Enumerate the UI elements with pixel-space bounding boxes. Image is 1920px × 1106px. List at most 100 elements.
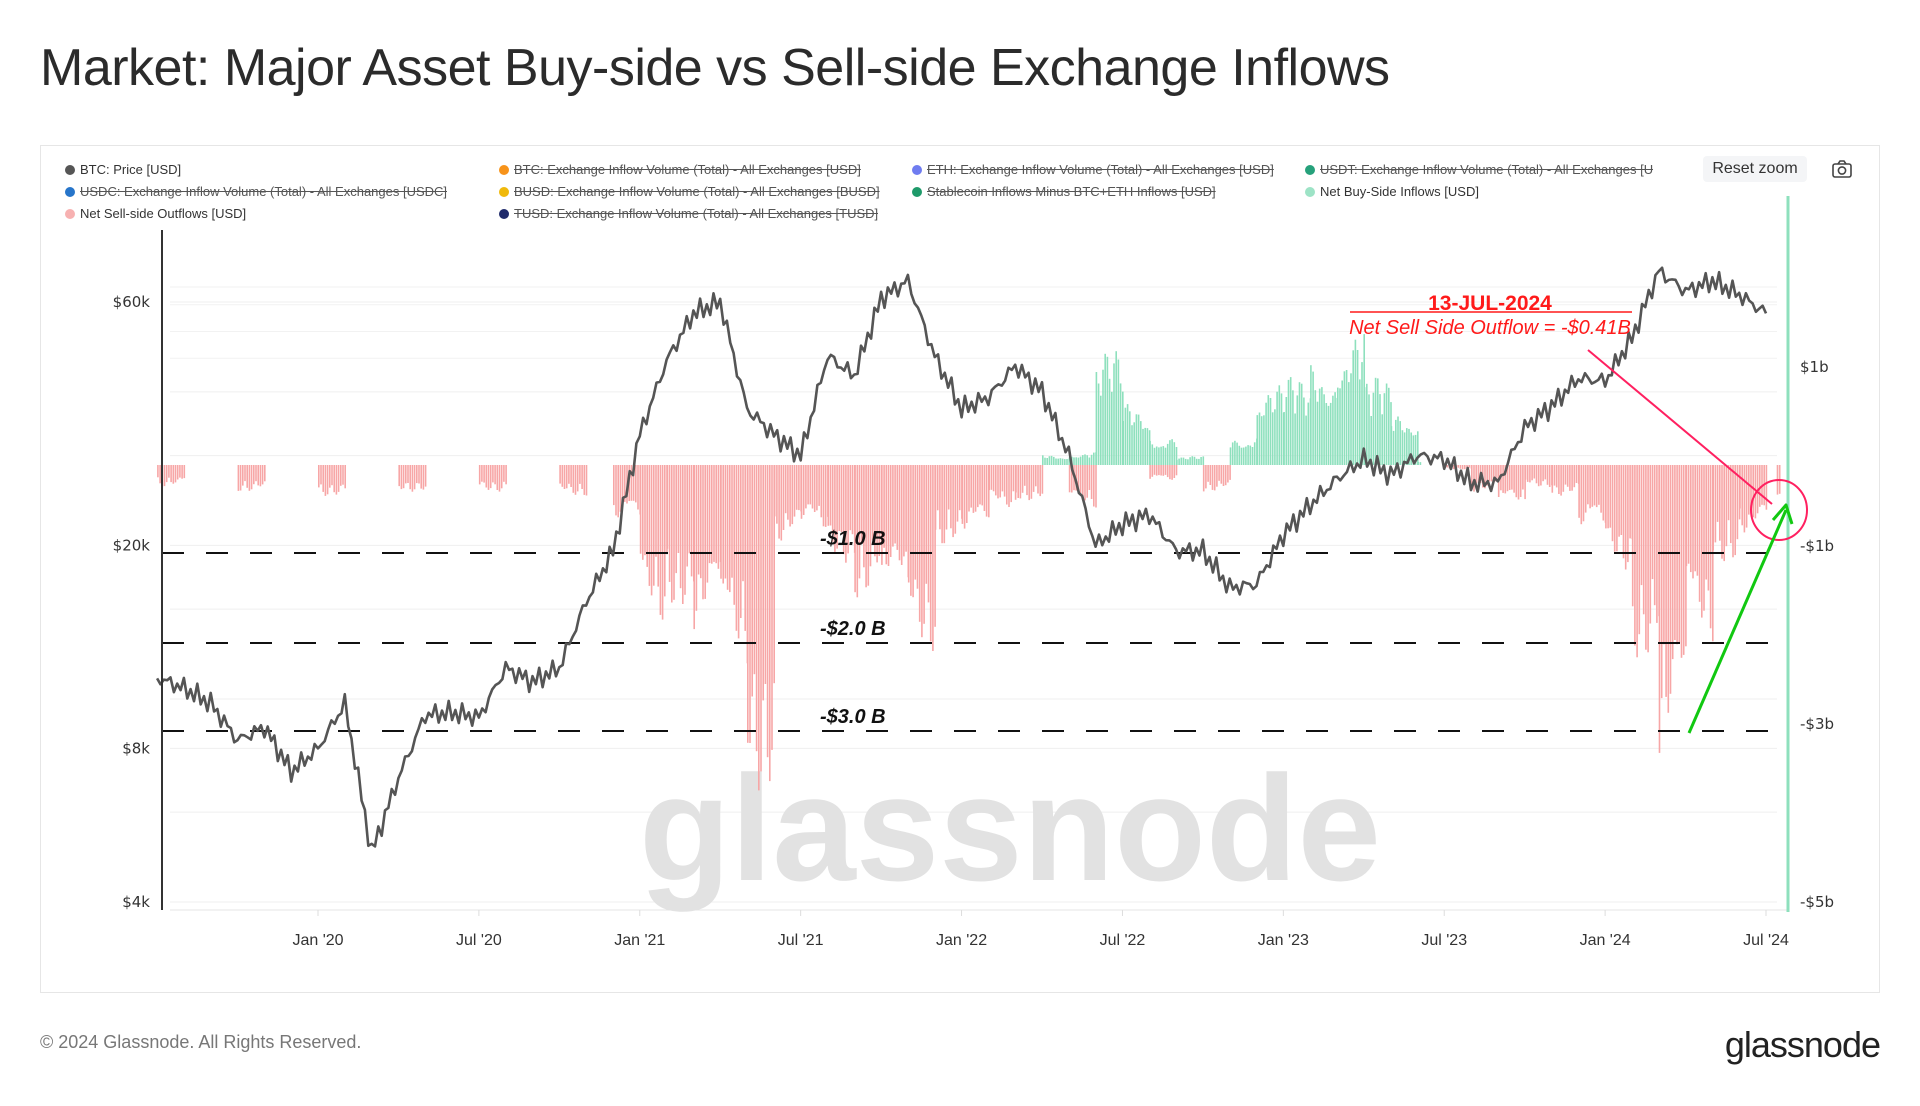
sell-outflow-bar: [1692, 465, 1694, 579]
buy-inflow-bar: [1160, 446, 1162, 465]
sell-outflow-bar: [1484, 465, 1486, 489]
legend-dot-icon: [65, 165, 75, 175]
sell-outflow-bar: [742, 465, 744, 582]
sell-outflow-bar: [398, 465, 400, 487]
sell-outflow-bar: [1010, 465, 1012, 503]
sell-outflow-bar: [700, 465, 702, 579]
reference-line-label: -$2.0 B: [820, 618, 886, 640]
sell-outflow-bar: [889, 465, 892, 557]
sell-outflow-bar: [653, 465, 655, 586]
sell-outflow-bar: [753, 465, 756, 675]
sell-outflow-bar: [1564, 465, 1567, 485]
sell-outflow-bar: [1017, 465, 1019, 498]
buy-inflow-bar: [1042, 455, 1044, 465]
copyright-text: © 2024 Glassnode. All Rights Reserved.: [40, 1032, 362, 1052]
sell-outflow-bar: [726, 465, 729, 590]
sell-outflow-bar: [1676, 465, 1678, 645]
green-arrow-shaft: [1687, 509, 1788, 734]
sell-outflow-bar: [1515, 465, 1518, 498]
legend-item[interactable]: TUSD: Exchange Inflow Volume (Total) - A…: [499, 206, 878, 222]
sell-outflow-bar: [1680, 465, 1683, 658]
sell-outflow-bar: [561, 465, 564, 487]
buy-inflow-bar: [1093, 452, 1095, 465]
sell-outflow-bar: [322, 465, 324, 492]
buy-inflow-bar: [1229, 447, 1232, 465]
buy-inflow-bar: [1180, 457, 1183, 465]
sell-outflow-bar: [503, 465, 505, 482]
sell-outflow-bar: [1171, 465, 1173, 480]
sell-outflow-bar: [1712, 465, 1714, 551]
sell-outflow-bar: [1707, 465, 1710, 591]
sell-outflow-bar: [800, 465, 803, 519]
sell-outflow-bar: [1202, 465, 1205, 492]
sell-outflow-bar: [250, 465, 253, 490]
sell-outflow-bar: [1716, 465, 1719, 522]
buy-inflow-bar: [1061, 458, 1064, 465]
legend-item[interactable]: Net Buy-Side Inflows [USD]: [1305, 184, 1479, 200]
legend-item[interactable]: USDC: Exchange Inflow Volume (Total) - A…: [65, 184, 447, 200]
buy-inflow-bar: [1249, 445, 1252, 465]
sell-outflow-bar: [1566, 465, 1569, 487]
sell-outflow-bar: [885, 465, 888, 565]
sell-outflow-bar: [1153, 465, 1156, 475]
legend-label: BTC: Exchange Inflow Volume (Total) - Al…: [514, 162, 861, 177]
sell-outflow-bar: [331, 465, 333, 486]
sell-outflow-bar: [822, 465, 825, 527]
legend-item[interactable]: BTC: Price [USD]: [65, 162, 181, 178]
sell-outflow-bar: [1166, 465, 1169, 478]
sell-outflow-bar: [762, 465, 764, 701]
sell-outflow-bar: [1642, 465, 1645, 615]
sell-outflow-bar: [1705, 465, 1707, 580]
sell-outflow-bar: [900, 465, 903, 565]
buy-inflow-bar: [1238, 445, 1241, 465]
buy-inflow-bar: [1140, 421, 1142, 465]
sell-outflow-bar: [740, 465, 742, 618]
legend-item[interactable]: BTC: Exchange Inflow Volume (Total) - Al…: [499, 162, 861, 178]
legend-item[interactable]: ETH: Exchange Inflow Volume (Total) - Al…: [912, 162, 1274, 178]
buy-inflow-bar: [1408, 428, 1410, 465]
sell-outflow-bar: [179, 465, 181, 478]
sell-outflow-bar: [342, 465, 344, 485]
chart-plot[interactable]: glassnode -$1.0 B -$2.0 B -$3.0 B $4k $8k $20k…: [0, 0, 1920, 1000]
buy-inflow-bar: [1327, 405, 1330, 465]
sell-outflow-bar: [820, 465, 823, 518]
sell-outflow-bar: [849, 465, 852, 531]
legend-item[interactable]: Net Sell-side Outflows [USD]: [65, 206, 246, 222]
buy-inflow-bar: [1390, 426, 1393, 465]
legend-item[interactable]: USDT: Exchange Inflow Volume (Total) - A…: [1305, 162, 1653, 178]
sell-outflow-bar: [1745, 465, 1748, 528]
sell-outflow-bar: [749, 465, 751, 743]
buy-inflow-bar: [1064, 459, 1066, 465]
buy-inflow-bar: [1341, 380, 1343, 465]
sell-outflow-bar: [1024, 465, 1026, 486]
reset-zoom-button[interactable]: Reset zoom: [1703, 156, 1807, 182]
sell-outflow-bar: [581, 465, 583, 489]
sell-outflow-bar: [159, 465, 161, 484]
sell-outflow-bar: [1537, 465, 1540, 487]
sell-outflow-bar: [1748, 465, 1750, 515]
sell-outflow-bar: [1600, 465, 1602, 513]
legend-label: USDT: Exchange Inflow Volume (Total) - A…: [1320, 162, 1654, 177]
buy-inflow-bar: [1403, 432, 1406, 465]
camera-icon[interactable]: [1831, 159, 1853, 179]
sell-outflow-bar: [1517, 465, 1520, 500]
buy-inflow-bar: [1260, 416, 1263, 465]
sell-outflow-bar: [1079, 465, 1082, 493]
buy-inflow-bar: [1332, 395, 1334, 465]
sell-outflow-bar: [1685, 465, 1688, 567]
sell-outflow-bar: [958, 465, 961, 511]
legend-item[interactable]: Stablecoin Inflows Minus BTC+ETH Inflows…: [912, 184, 1216, 200]
watermark: glassnode: [639, 744, 1381, 912]
sell-outflow-bar: [168, 465, 170, 478]
sell-outflow-bar: [1598, 465, 1600, 505]
legend-item[interactable]: BUSD: Exchange Inflow Volume (Total) - A…: [499, 184, 880, 200]
sell-outflow-bar: [793, 465, 796, 517]
sell-outflow-bar: [666, 465, 669, 549]
reference-line-label: -$1.0 B: [820, 528, 886, 550]
sell-outflow-bar: [1158, 465, 1160, 476]
sell-outflow-bar: [487, 465, 490, 490]
buy-inflow-bar: [1345, 370, 1348, 465]
sell-outflow-bar: [344, 465, 346, 489]
sell-outflow-bar: [1584, 465, 1587, 513]
sell-outflow-bar: [1211, 465, 1214, 490]
